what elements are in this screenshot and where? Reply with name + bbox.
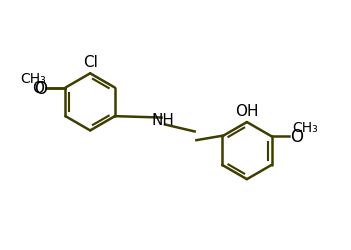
Text: O: O [34,79,47,97]
Text: O: O [33,81,45,96]
Text: Cl: Cl [83,55,98,70]
Text: CH₃: CH₃ [21,72,46,86]
Text: NH: NH [152,112,175,127]
Text: O: O [290,128,303,146]
Text: CH₃: CH₃ [292,120,318,134]
Text: OH: OH [235,104,259,118]
